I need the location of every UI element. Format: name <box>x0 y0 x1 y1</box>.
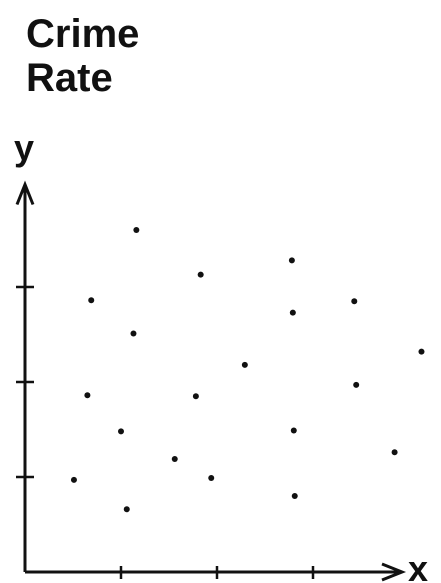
y-arrow <box>15 180 35 206</box>
point <box>241 361 248 368</box>
y-axis-label: y <box>14 127 34 168</box>
point <box>130 330 137 337</box>
point <box>353 381 360 388</box>
point <box>84 392 91 399</box>
point <box>133 227 140 233</box>
x-axis-label: x <box>408 548 428 583</box>
point <box>391 449 398 456</box>
point <box>418 348 425 355</box>
point <box>197 271 204 278</box>
point <box>171 455 178 462</box>
point <box>118 428 124 435</box>
point <box>70 476 77 483</box>
point <box>351 298 358 305</box>
point <box>123 506 130 513</box>
point <box>208 474 215 481</box>
point <box>290 427 297 434</box>
x-arrow <box>381 562 407 582</box>
point <box>88 297 95 304</box>
point <box>192 393 199 400</box>
point <box>289 309 296 316</box>
point <box>288 257 295 264</box>
point <box>291 493 298 499</box>
chart-title: Crime Rate <box>26 12 140 100</box>
